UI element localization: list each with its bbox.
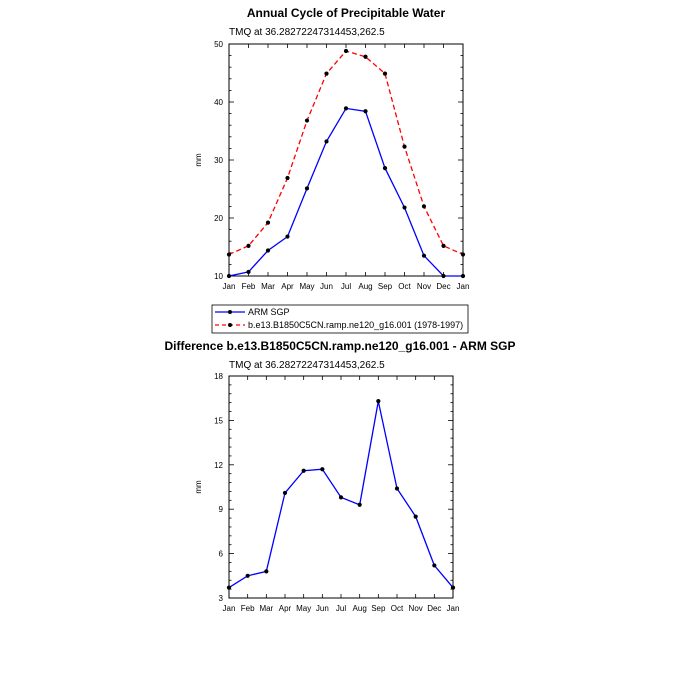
x-tick-label: Feb bbox=[241, 604, 255, 613]
data-point bbox=[394, 486, 400, 491]
x-tick-label: Jan bbox=[457, 282, 470, 291]
x-tick-label: Mar bbox=[261, 282, 275, 291]
data-point bbox=[265, 220, 271, 225]
data-point bbox=[304, 118, 310, 123]
x-tick-label: Apr bbox=[279, 604, 292, 613]
data-point bbox=[413, 514, 418, 519]
legend-marker-arm-sgp bbox=[228, 310, 232, 314]
chart-2-title: Difference b.e13.B1850C5CN.ramp.ne120_g1… bbox=[164, 339, 515, 353]
x-tick-label: Jan bbox=[223, 604, 236, 613]
x-tick-label: Nov bbox=[409, 604, 423, 613]
data-point bbox=[460, 273, 466, 279]
y-tick-label: 30 bbox=[214, 156, 223, 165]
series-line-2 bbox=[228, 50, 464, 256]
plot-frame bbox=[228, 375, 454, 599]
data-point bbox=[343, 48, 349, 54]
y-tick-label: 9 bbox=[219, 505, 224, 514]
chart-1-plot: Jan Feb Mar Apr May Jun Jul Aug Sep Oct Nov Dec Jan1… bbox=[214, 40, 469, 291]
y-tick-label: 15 bbox=[214, 416, 223, 425]
chart-2-subtitle: TMQ at 36.28272247314453,262.5 bbox=[229, 360, 385, 371]
chart-1-subtitle: TMQ at 36.28272247314453,262.5 bbox=[229, 27, 385, 38]
data-point bbox=[441, 243, 446, 248]
legend-label-arm-sgp: ARM SGP bbox=[248, 307, 290, 317]
x-tick-label: Jan bbox=[447, 604, 460, 613]
x-tick-label: Oct bbox=[391, 604, 404, 613]
x-tick-label: Oct bbox=[398, 282, 411, 291]
x-tick-label: Jun bbox=[320, 282, 333, 291]
plot-frame bbox=[228, 43, 464, 277]
y-tick-label: 12 bbox=[214, 461, 223, 470]
data-point bbox=[324, 71, 329, 76]
chart-1-ylabel: mm bbox=[194, 153, 203, 167]
x-tick-label: Jul bbox=[336, 604, 346, 613]
x-tick-label: May bbox=[296, 604, 311, 613]
y-tick-label: 40 bbox=[214, 98, 223, 107]
data-point bbox=[382, 71, 388, 76]
data-point bbox=[450, 585, 456, 590]
data-point bbox=[382, 166, 388, 171]
data-point bbox=[264, 569, 269, 574]
chart-1-legend: ARM SGP b.e13.B1850C5CN.ramp.ne120_g16.0… bbox=[211, 304, 469, 334]
data-point bbox=[246, 243, 251, 248]
data-point bbox=[282, 490, 288, 496]
y-tick-label: 20 bbox=[214, 214, 223, 223]
x-tick-label: Jul bbox=[341, 282, 351, 291]
data-point bbox=[338, 495, 344, 500]
data-point bbox=[265, 248, 271, 253]
legend-marker-model bbox=[228, 323, 232, 327]
x-tick-label: Aug bbox=[358, 282, 372, 291]
x-tick-label: May bbox=[299, 282, 314, 291]
data-point bbox=[324, 139, 329, 144]
data-point bbox=[460, 252, 466, 257]
data-point bbox=[320, 467, 325, 472]
data-point bbox=[304, 186, 310, 191]
y-tick-label: 10 bbox=[214, 272, 223, 281]
data-point bbox=[402, 144, 407, 149]
data-point bbox=[226, 273, 232, 279]
x-tick-label: Nov bbox=[417, 282, 431, 291]
data-point bbox=[245, 573, 250, 578]
x-tick-label: Dec bbox=[436, 282, 450, 291]
data-point bbox=[285, 175, 290, 181]
data-point bbox=[357, 502, 362, 507]
data-point bbox=[226, 252, 232, 257]
data-point bbox=[421, 253, 427, 258]
chart-2-ylabel: mm bbox=[194, 480, 203, 494]
legend-label-model: b.e13.B1850C5CN.ramp.ne120_g16.001 (1978… bbox=[248, 320, 463, 330]
chart-2: Difference b.e13.B1850C5CN.ramp.ne120_g1… bbox=[164, 339, 515, 613]
y-tick-label: 18 bbox=[214, 372, 223, 381]
data-point bbox=[421, 204, 427, 209]
x-tick-label: Feb bbox=[242, 282, 256, 291]
chart-1: Annual Cycle of Precipitable Water TMQ a… bbox=[194, 6, 469, 334]
data-point bbox=[226, 585, 232, 590]
data-point bbox=[363, 109, 368, 114]
series-line-1 bbox=[228, 401, 454, 589]
x-tick-label: Apr bbox=[281, 282, 294, 291]
x-tick-label: Jun bbox=[316, 604, 329, 613]
x-tick-label: Dec bbox=[427, 604, 441, 613]
x-tick-label: Aug bbox=[353, 604, 367, 613]
data-point bbox=[285, 234, 290, 239]
legend-box bbox=[211, 304, 469, 334]
data-point bbox=[301, 468, 306, 473]
data-point bbox=[363, 54, 368, 59]
data-point bbox=[376, 399, 381, 404]
x-tick-label: Mar bbox=[259, 604, 273, 613]
y-tick-label: 50 bbox=[214, 40, 223, 49]
x-tick-label: Sep bbox=[371, 604, 386, 613]
series-line-1 bbox=[228, 107, 463, 277]
data-point bbox=[441, 273, 446, 279]
data-point bbox=[343, 106, 349, 111]
chart-2-plot: Jan Feb Mar Apr May Jun Jul Aug Sep Oct Nov Dec Jan3… bbox=[214, 372, 459, 613]
y-tick-label: 3 bbox=[219, 594, 224, 603]
data-point bbox=[246, 269, 251, 275]
data-point bbox=[432, 563, 437, 568]
x-tick-label: Sep bbox=[378, 282, 393, 291]
x-tick-label: Jan bbox=[223, 282, 236, 291]
data-point bbox=[402, 205, 407, 210]
y-tick-label: 6 bbox=[219, 550, 224, 559]
chart-1-title: Annual Cycle of Precipitable Water bbox=[247, 6, 446, 20]
